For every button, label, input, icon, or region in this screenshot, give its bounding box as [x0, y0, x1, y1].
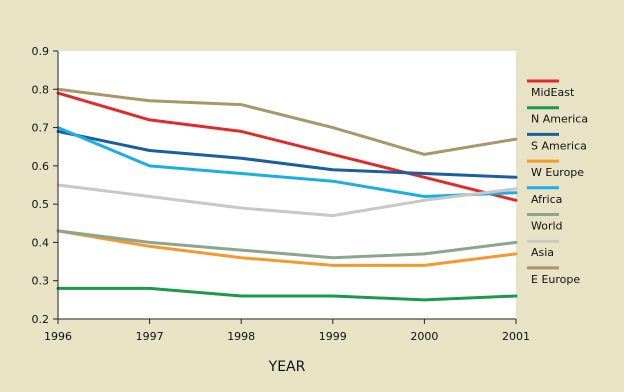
legend-label: World [531, 220, 563, 233]
y-tick-label: 0.4 [32, 236, 50, 249]
x-tick-label: 2000 [410, 330, 438, 343]
x-tick-label: 1997 [136, 330, 164, 343]
series-line-3 [56, 229, 518, 267]
legend-label: S America [531, 139, 587, 152]
series-line-7 [56, 87, 518, 156]
x-tick-label: 1998 [227, 330, 255, 343]
x-tick-label: 1999 [319, 330, 347, 343]
series-line-2 [56, 129, 518, 179]
y-tick-label: 0.3 [32, 275, 50, 288]
y-tick-label: 0.6 [32, 160, 50, 173]
y-tick-label: 0.5 [32, 198, 50, 211]
legend-label: N America [531, 113, 588, 126]
legend-label: Asia [531, 246, 554, 259]
legend-label: E Europe [531, 273, 580, 286]
y-tick-label: 0.8 [32, 83, 50, 96]
legend-label: W Europe [531, 166, 584, 179]
x-tick-label: 2001 [502, 330, 530, 343]
series-layer [56, 87, 518, 302]
x-tick-labels: 1996 1997 1998 1999 2000 2001 [44, 319, 530, 343]
y-tick-label: 0.9 [32, 45, 50, 58]
series-line-4 [56, 126, 518, 198]
series-line-5 [56, 229, 518, 260]
legend-label: Africa [531, 193, 562, 206]
series-line-6 [56, 183, 518, 218]
legend: MidEast N America S America W Europe Africa W… [527, 79, 588, 286]
y-tick-labels: 0.2 0.3 0.4 0.5 0.6 0.7 0.8 0.9 [32, 45, 58, 326]
legend-label: MidEast [531, 86, 575, 99]
plot-area [58, 51, 516, 319]
series-line-1 [56, 286, 518, 302]
x-axis-title: YEAR [268, 359, 306, 375]
series-line-0 [56, 91, 518, 202]
x-tick-label: 1996 [44, 330, 72, 343]
axes-layer [57, 51, 516, 320]
y-tick-label: 0.2 [32, 313, 50, 326]
y-tick-label: 0.7 [32, 122, 50, 135]
